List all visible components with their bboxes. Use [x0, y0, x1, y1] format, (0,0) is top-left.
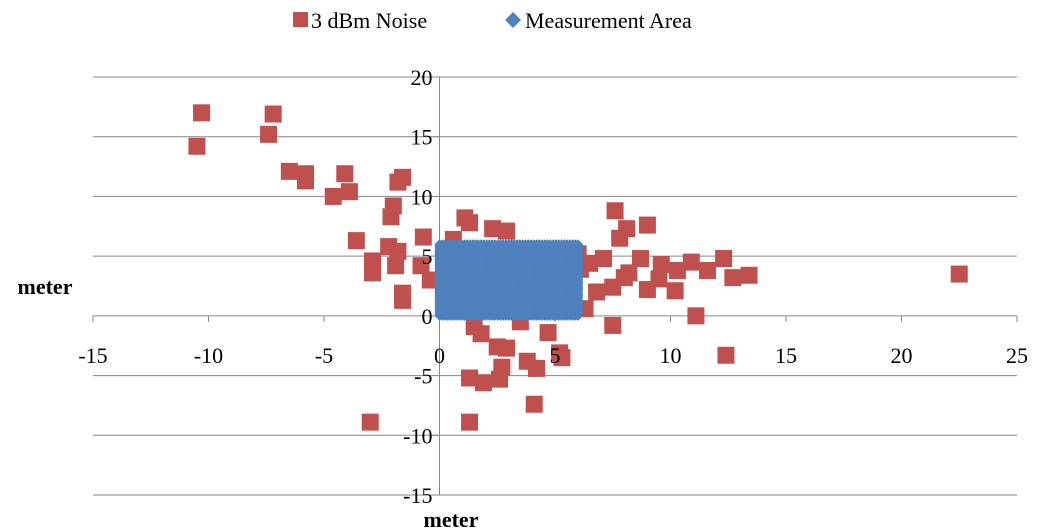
noise-point [336, 165, 354, 183]
noise-point [461, 214, 479, 232]
legend-item-measurement: Measurement Area [505, 8, 692, 33]
noise-point [717, 346, 735, 364]
noise-point [525, 395, 543, 413]
noise-point [491, 370, 509, 388]
x-axis-title: meter [424, 507, 479, 532]
noise-point [280, 162, 298, 180]
x-tick-label: -15 [78, 343, 107, 368]
noise-point [553, 349, 571, 367]
noise-point [387, 257, 405, 275]
y-tick-label: -15 [403, 483, 432, 508]
x-tick-label: 15 [775, 343, 797, 368]
noise-point [264, 105, 282, 123]
noise-point [650, 270, 668, 288]
noise-point [193, 104, 211, 122]
noise-point [260, 125, 278, 143]
noise-point [740, 266, 758, 284]
noise-point [188, 137, 206, 155]
x-tick-label: 10 [660, 343, 682, 368]
x-tick-label: 20 [891, 343, 913, 368]
noise-point [687, 307, 705, 325]
noise-point [297, 172, 315, 190]
noise-point [414, 228, 432, 246]
noise-point [497, 339, 515, 357]
x-tick-label: 0 [434, 343, 445, 368]
x-tick-label: 25 [1006, 343, 1028, 368]
noise-point [389, 242, 407, 260]
noise-point [461, 413, 479, 431]
noise-point [698, 261, 716, 279]
noise-point [528, 359, 546, 377]
y-tick-label: -10 [403, 423, 432, 448]
legend: 3 dBm Noise Measurement Area [293, 8, 692, 33]
x-tick-label: -10 [194, 343, 223, 368]
noise-point [484, 220, 502, 238]
y-tick-label: 20 [411, 65, 433, 90]
noise-point [324, 187, 342, 205]
noise-point [361, 413, 379, 431]
noise-point [382, 208, 400, 226]
noise-point [389, 173, 407, 191]
noise-point [472, 325, 490, 343]
noise-point [631, 250, 649, 268]
noise-point [474, 374, 492, 392]
y-tick-label: 15 [411, 125, 433, 150]
noise-point [638, 216, 656, 234]
grid-lines [93, 76, 1017, 496]
noise-point [588, 283, 606, 301]
y-tick-label: 0 [422, 304, 433, 329]
noise-point [950, 265, 968, 283]
noise-point [604, 316, 622, 334]
legend-marker-square [293, 12, 308, 27]
noise-point [715, 250, 733, 268]
noise-point [421, 271, 439, 289]
noise-point [595, 250, 613, 268]
noise-point [652, 256, 670, 274]
noise-point [412, 257, 430, 275]
legend-item-noise: 3 dBm Noise [293, 8, 427, 33]
legend-marker-diamond [505, 12, 521, 28]
plot-area [188, 104, 968, 431]
noise-point [497, 222, 515, 240]
legend-label-measurement: Measurement Area [525, 8, 692, 33]
y-tick-label: -5 [414, 364, 432, 389]
noise-point [724, 269, 742, 287]
noise-point [340, 183, 358, 201]
noise-point [347, 232, 365, 250]
noise-point [539, 324, 557, 342]
noise-point [606, 202, 624, 220]
measurement-point [573, 239, 584, 250]
noise-point [668, 261, 686, 279]
x-tick-label: 5 [550, 343, 561, 368]
noise-point [620, 264, 638, 282]
y-tick-label: 5 [422, 244, 433, 269]
noise-point [461, 369, 479, 387]
noise-point [618, 220, 636, 238]
y-tick-label: 10 [411, 184, 433, 209]
noise-point [394, 291, 412, 309]
noise-point [682, 253, 700, 271]
noise-point [364, 264, 382, 282]
legend-label-noise: 3 dBm Noise [311, 8, 427, 33]
noise-point [666, 282, 684, 300]
y-axis-title: meter [18, 274, 73, 299]
x-tick-label: -5 [315, 343, 333, 368]
